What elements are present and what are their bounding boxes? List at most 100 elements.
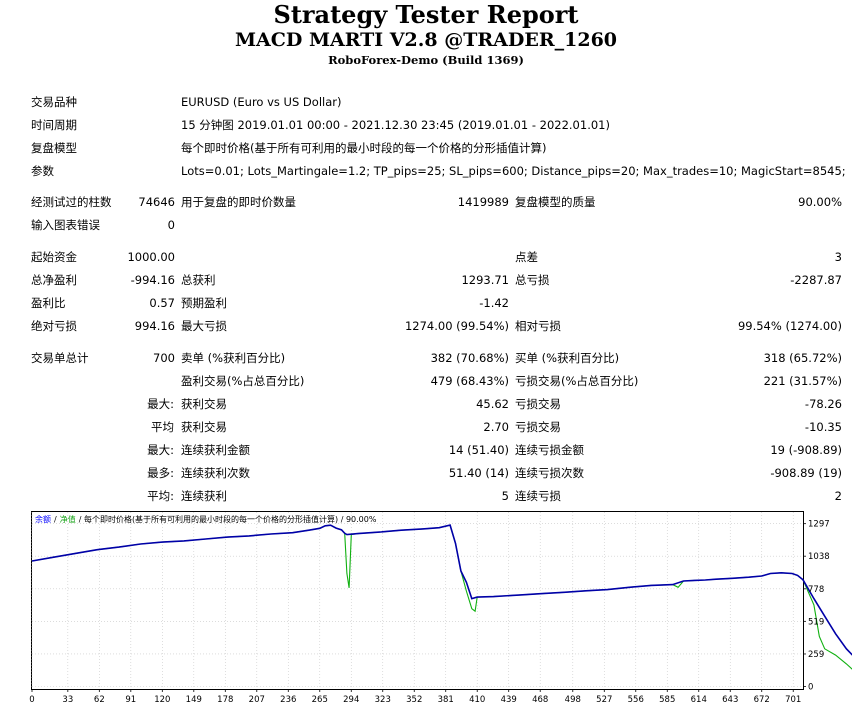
- average-consecutive-losses-value: 2: [834, 489, 842, 503]
- x-tick-label: 643: [722, 695, 738, 705]
- average-profit-value: 2.70: [483, 420, 509, 434]
- x-tick-label: 91: [125, 695, 136, 705]
- gross-profit-value: 1293.71: [461, 273, 509, 287]
- average-consecutive-wins-label: 连续获利: [181, 489, 227, 503]
- x-tick-label: 556: [628, 695, 644, 705]
- ticks-label: 用于复盘的即时价数量: [181, 195, 296, 209]
- maximal-loss-label: 连续亏损次数: [515, 466, 584, 480]
- x-tick-label: 410: [469, 695, 485, 705]
- chart-series: [31, 524, 852, 670]
- model-label: 复盘模型: [31, 141, 77, 155]
- symbol-label: 交易品种: [31, 95, 77, 109]
- largest-loss-label: 亏损交易: [515, 397, 561, 411]
- maximal-loss-value: -908.89 (19): [770, 466, 842, 480]
- average-row: 平均 获利交易 2.70 亏损交易 -10.35: [0, 418, 852, 440]
- x-tick-label: 323: [375, 695, 391, 705]
- x-tick-label: 207: [249, 695, 265, 705]
- average-consecutive-wins-value: 5: [501, 489, 509, 503]
- max-consecutive-prefix: 最大:: [147, 443, 174, 457]
- total-trades-value: 700: [153, 351, 175, 365]
- profit-loss-trades-row: 盈利交易(%占总百分比) 479 (68.43%) 亏损交易(%占总百分比) 2…: [0, 372, 852, 394]
- average-consecutive-prefix: 平均:: [147, 489, 174, 503]
- net-profit-value: -994.16: [130, 273, 175, 287]
- short-positions-value: 382 (70.68%): [430, 351, 509, 365]
- x-tick-label: 527: [596, 695, 612, 705]
- expected-payoff-label: 预期盈利: [181, 296, 227, 310]
- x-tick-label: 33: [62, 695, 73, 705]
- legend-sep: /: [54, 515, 57, 524]
- x-tick-label: 672: [754, 695, 770, 705]
- maximal-drawdown-value: 1274.00 (99.54%): [404, 319, 509, 333]
- net-profit-row: 总净盈利 -994.16 总获利 1293.71 总亏损 -2287.87: [0, 271, 852, 293]
- x-tick-label: 381: [438, 695, 454, 705]
- profit-factor-row: 盈利比 0.57 预期盈利 -1.42: [0, 294, 852, 316]
- absolute-drawdown-label: 绝对亏损: [31, 319, 77, 333]
- maximal-profit-value: 51.40 (14): [448, 466, 509, 480]
- maximal-prefix: 最多:: [147, 466, 174, 480]
- x-tick-label: 0: [29, 695, 34, 705]
- x-tick-label: 439: [501, 695, 517, 705]
- plot-area: [31, 511, 804, 690]
- largest-prefix: 最大:: [147, 397, 174, 411]
- x-tick-label: 62: [94, 695, 105, 705]
- max-consecutive-wins-label: 连续获利金额: [181, 443, 250, 457]
- quality-label: 复盘模型的质量: [515, 195, 596, 209]
- gross-profit-label: 总获利: [181, 273, 216, 287]
- y-tick-label: 1038: [808, 552, 830, 562]
- server-build: RoboForex-Demo (Build 1369): [328, 53, 524, 67]
- x-tick-label: 468: [532, 695, 548, 705]
- deposit-value: 1000.00: [127, 250, 175, 264]
- spread-value: 3: [834, 250, 842, 264]
- symbol-row: 交易品种 EURUSD (Euro vs US Dollar): [0, 93, 852, 115]
- chart-legend: 余额 / 净值 / 每个即时价格(基于所有可利用的最小时段的每一个价格的分形插值计算)…: [35, 514, 377, 524]
- legend-equity: 净值: [60, 514, 76, 524]
- loss-trades-label: 亏损交易(%占总百分比): [515, 374, 639, 388]
- profit-factor-value: 0.57: [149, 296, 175, 310]
- x-tick-label: 585: [659, 695, 675, 705]
- maximal-profit-label: 连续获利次数: [181, 466, 250, 480]
- errors-label: 输入图表错误: [31, 218, 100, 232]
- long-positions-value: 318 (65.72%): [763, 351, 842, 365]
- x-tick-label: 614: [691, 695, 707, 705]
- max-consecutive-losses-label: 连续亏损金额: [515, 443, 584, 457]
- average-loss-label: 亏损交易: [515, 420, 561, 434]
- balance-line: [31, 524, 852, 656]
- bars-label: 经测试过的柱数: [31, 195, 112, 209]
- y-tick-label: 1297: [808, 520, 830, 530]
- period-label: 时间周期: [31, 118, 77, 132]
- params-value: Lots=0.01; Lots_Martingale=1.2; TP_pips=…: [181, 164, 846, 178]
- y-tick-label: 778: [808, 585, 824, 595]
- ticks-value: 1419989: [457, 195, 509, 209]
- legend-description: / 每个即时价格(基于所有可利用的最小时段的每一个价格的分形插值计算) / 90…: [79, 514, 377, 524]
- expert-name: MACD MARTI V2.8 @TRADER_1260: [234, 29, 618, 51]
- chart-grid: [31, 512, 803, 689]
- gross-loss-value: -2287.87: [790, 273, 842, 287]
- errors-row: 输入图表错误 0: [0, 216, 852, 238]
- maximal-drawdown-label: 最大亏损: [181, 319, 227, 333]
- absolute-drawdown-value: 994.16: [134, 319, 175, 333]
- maximal-consecutive-row: 最多: 连续获利次数 51.40 (14) 连续亏损次数 -908.89 (19…: [0, 464, 852, 486]
- params-label: 参数: [31, 164, 54, 178]
- expected-payoff-value: -1.42: [479, 296, 509, 310]
- largest-profit-value: 45.62: [476, 397, 509, 411]
- y-tick-label: 259: [808, 650, 824, 660]
- long-positions-label: 买单 (%获利百分比): [515, 351, 620, 365]
- x-tick-label: 701: [785, 695, 801, 705]
- period-value: 15 分钟图 2019.01.01 00:00 - 2021.12.30 23:…: [181, 118, 610, 132]
- y-tick-label: 519: [808, 617, 824, 627]
- drawdown-row: 绝对亏损 994.16 最大亏损 1274.00 (99.54%) 相对亏损 9…: [0, 317, 852, 339]
- errors-value: 0: [167, 218, 175, 232]
- x-tick-label: 498: [565, 695, 581, 705]
- bars-value: 74646: [138, 195, 175, 209]
- average-profit-label: 获利交易: [181, 420, 227, 434]
- deposit-label: 起始资金: [31, 250, 77, 264]
- params-row: 参数 Lots=0.01; Lots_Martingale=1.2; TP_pi…: [0, 162, 852, 184]
- average-loss-value: -10.35: [804, 420, 842, 434]
- largest-row: 最大: 获利交易 45.62 亏损交易 -78.26: [0, 395, 852, 417]
- profit-trades-value: 479 (68.43%): [430, 374, 509, 388]
- profit-trades-label: 盈利交易(%占总百分比): [181, 374, 305, 388]
- short-positions-label: 卖单 (%获利百分比): [181, 351, 286, 365]
- average-prefix: 平均: [151, 420, 174, 434]
- symbol-value: EURUSD (Euro vs US Dollar): [181, 95, 342, 109]
- period-row: 时间周期 15 分钟图 2019.01.01 00:00 - 2021.12.3…: [0, 116, 852, 138]
